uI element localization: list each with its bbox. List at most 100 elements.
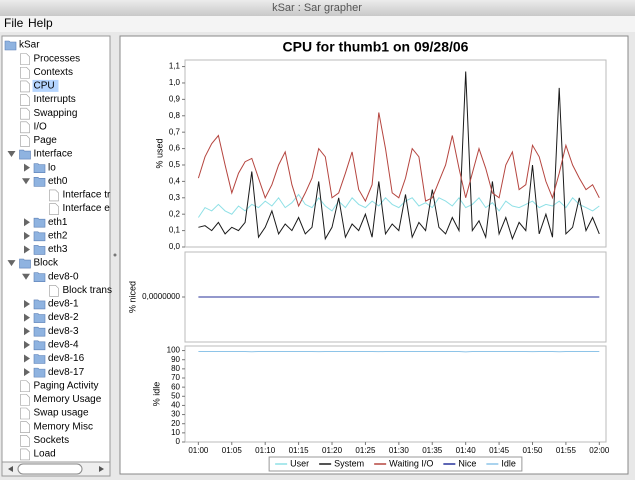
tree-label[interactable]: Processes — [34, 53, 81, 64]
folder-icon — [33, 177, 46, 187]
y-tick-label: 0,2 — [169, 209, 181, 218]
selection — [32, 79, 59, 92]
x-tick-label: 01:55 — [556, 446, 577, 455]
tree-label[interactable]: lo — [48, 162, 56, 173]
expander[interactable] — [22, 178, 30, 185]
tree-label[interactable]: eth2 — [48, 230, 68, 241]
series-line — [197, 193, 600, 218]
folder-icon — [33, 272, 46, 283]
y-tick-label: 0 — [176, 437, 181, 446]
doc-icon — [20, 94, 30, 106]
x-tick-label: 01:45 — [489, 446, 510, 455]
doc-icon — [20, 448, 30, 461]
expander[interactable] — [24, 218, 30, 227]
y-tick-label: 0,8 — [169, 111, 181, 120]
y-tick-label: 1,0 — [169, 78, 181, 87]
tree-label[interactable]: Swap usage — [34, 408, 89, 419]
tree-label[interactable]: dev8-3 — [48, 326, 79, 337]
x-tick-label: 01:15 — [289, 446, 310, 455]
expander[interactable] — [7, 260, 16, 267]
menu-item[interactable]: Help — [28, 16, 53, 30]
expander[interactable] — [24, 299, 30, 308]
menu-item[interactable]: File — [4, 16, 24, 30]
folder-icon — [33, 299, 46, 310]
doc-icon — [20, 80, 30, 93]
x-tick-label: 01:20 — [322, 446, 343, 455]
legend-label: Waiting I/O — [389, 458, 433, 468]
tree-label[interactable]: Load — [34, 449, 56, 460]
menu-bar — [0, 16, 635, 32]
y-tick-label: 0,0 — [169, 242, 181, 251]
expander[interactable] — [24, 245, 30, 254]
tree-label[interactable]: Interface tr — [63, 190, 111, 201]
expander[interactable] — [24, 354, 30, 363]
x-tick-label: 01:05 — [222, 446, 243, 455]
expander[interactable] — [24, 368, 30, 377]
y-tick-label: 100 — [167, 346, 181, 355]
y-tick-label: 60 — [171, 382, 180, 391]
y-tick-label: 0,9 — [169, 94, 181, 103]
legend-label: System — [334, 458, 364, 468]
tree-label[interactable]: Interface e — [63, 203, 111, 214]
tree-label[interactable]: dev8-0 — [48, 271, 79, 282]
tree-label[interactable]: eth3 — [48, 244, 68, 255]
tree-label[interactable]: Memory Usage — [34, 394, 102, 405]
tree-label[interactable]: Paging Activity — [34, 380, 99, 391]
doc-icon — [20, 135, 30, 147]
expander[interactable] — [24, 231, 30, 240]
x-tick-label: 01:40 — [456, 446, 477, 455]
tree-label[interactable]: eth0 — [48, 176, 68, 187]
y-axis-label: % used — [154, 138, 164, 168]
tree: kSar Processes Contexts CPU Interrupts Swappi… — [4, 40, 112, 461]
tree-label[interactable]: Swapping — [34, 108, 78, 119]
tree-label[interactable]: Block trans — [63, 285, 112, 296]
expander[interactable] — [24, 340, 30, 349]
y-tick-label: 40 — [171, 401, 180, 410]
x-tick-label: 01:10 — [255, 446, 276, 455]
y-tick-label: 0,6 — [169, 144, 181, 153]
tree-label[interactable]: I/O — [34, 121, 48, 132]
tree-label[interactable]: Sockets — [34, 435, 70, 446]
tree-label[interactable]: dev8-16 — [48, 353, 85, 364]
tree-label[interactable]: kSar — [19, 40, 40, 51]
series-line — [198, 71, 600, 241]
tree-label[interactable]: dev8-2 — [48, 312, 79, 323]
chart-title: CPU for thumb1 on 09/28/06 — [283, 39, 469, 55]
folder-icon — [33, 326, 46, 337]
folder-icon — [19, 149, 31, 160]
doc-icon — [20, 121, 30, 134]
x-tick-label: 01:00 — [188, 446, 209, 455]
scroll-thumb[interactable] — [17, 463, 83, 475]
folder-icon — [4, 40, 17, 51]
expander[interactable] — [24, 163, 30, 172]
expander[interactable] — [24, 313, 30, 322]
y-axis-label: % niced — [127, 281, 137, 313]
tree-label[interactable]: Interface — [34, 149, 73, 160]
folder-icon — [33, 231, 46, 242]
folder-icon — [33, 163, 46, 173]
doc-icon — [49, 203, 59, 215]
tree-label[interactable]: Memory Misc — [34, 421, 93, 432]
tree-label[interactable]: dev8-17 — [48, 367, 85, 378]
series-line — [197, 112, 600, 208]
tree-label[interactable]: dev8-4 — [48, 340, 79, 351]
y-axis-label: % idle — [151, 382, 161, 407]
x-tick-label: 01:25 — [355, 446, 376, 455]
folder-icon — [33, 367, 46, 378]
tree-label[interactable]: CPU — [34, 81, 55, 92]
expander[interactable] — [24, 327, 30, 336]
splitter[interactable] — [113, 253, 117, 257]
expander[interactable] — [22, 273, 30, 280]
legend: User System Waiting I/O Nice Idle — [268, 456, 523, 472]
tree-label[interactable]: Interrupts — [34, 94, 76, 105]
tree-label[interactable]: Block — [34, 258, 59, 269]
y-tick-label: 0,5 — [169, 160, 181, 169]
tree-label[interactable]: dev8-1 — [48, 299, 79, 310]
y-tick-label: 0,4 — [169, 176, 181, 185]
expander[interactable] — [7, 151, 16, 158]
folder-icon — [19, 258, 31, 269]
tree-label[interactable]: Page — [34, 135, 58, 146]
legend-label: Idle — [501, 458, 516, 468]
tree-label[interactable]: Contexts — [34, 67, 73, 78]
tree-label[interactable]: eth1 — [48, 217, 68, 228]
